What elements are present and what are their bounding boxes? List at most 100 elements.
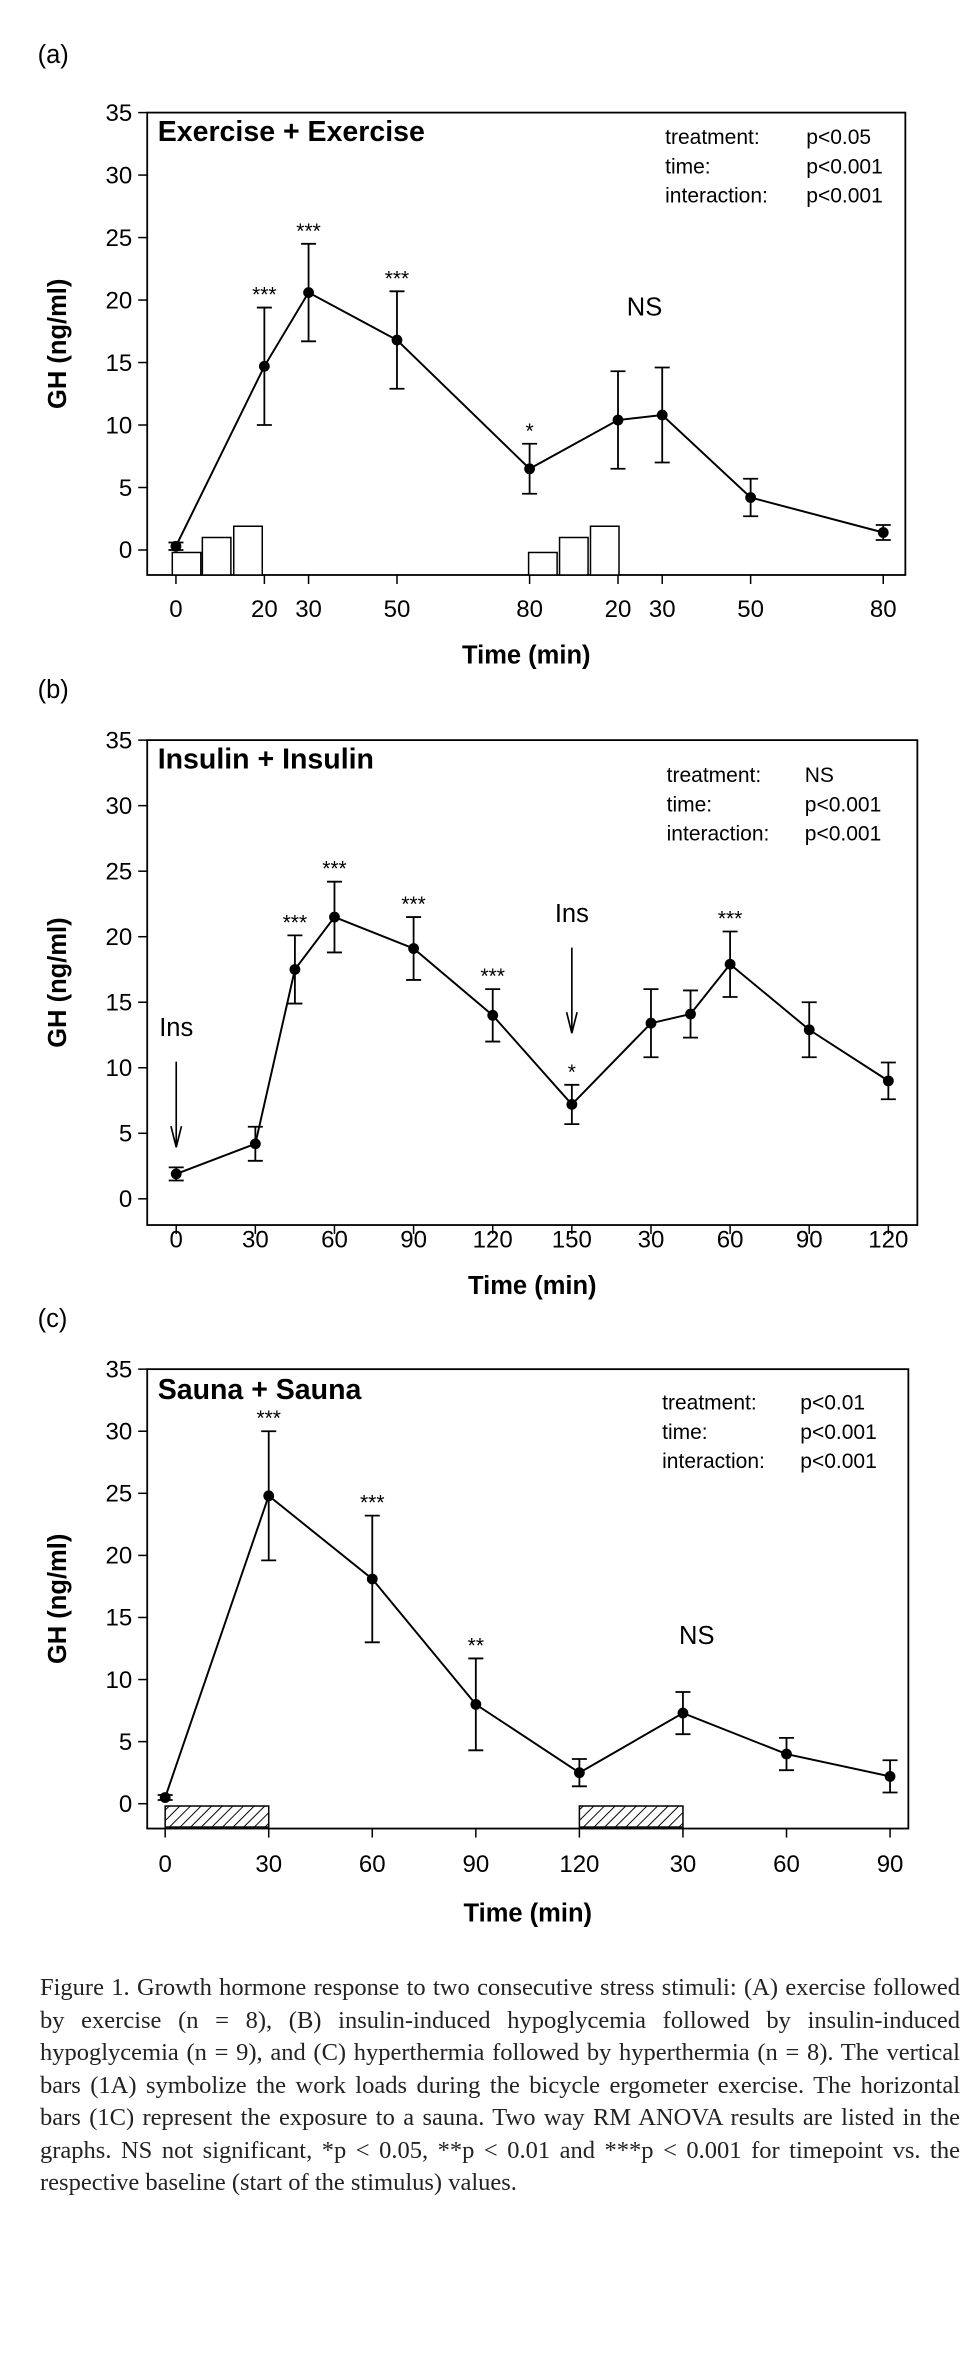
y-tick-label: 25 bbox=[105, 1481, 132, 1508]
plot-frame bbox=[146, 1368, 910, 1830]
y-tick-label: 30 bbox=[105, 162, 132, 189]
x-tick-label: 30 bbox=[242, 1227, 269, 1254]
annotation-arrow bbox=[565, 947, 578, 1034]
significance-label: *** bbox=[401, 893, 426, 916]
data-point bbox=[170, 540, 182, 552]
y-tick-label: 35 bbox=[105, 1356, 132, 1383]
x-axis-label: Time (min) bbox=[462, 642, 591, 670]
stat-label: treatment: bbox=[662, 1392, 757, 1415]
data-line bbox=[175, 915, 889, 1175]
y-axis-label: GH (ng/ml) bbox=[44, 1534, 72, 1664]
stat-value: p<0.05 bbox=[806, 126, 871, 149]
stat-label: time: bbox=[665, 155, 711, 178]
data-point bbox=[645, 1017, 657, 1029]
x-tick-label: 20 bbox=[605, 596, 632, 623]
y-tick-label: 25 bbox=[105, 225, 132, 252]
chart-title: Exercise + Exercise bbox=[158, 116, 425, 148]
x-tick-label: 90 bbox=[877, 1851, 904, 1878]
plot-frame bbox=[146, 111, 907, 576]
annotation: NS bbox=[627, 293, 662, 321]
y-tick-label: 25 bbox=[105, 858, 132, 885]
data-point bbox=[877, 527, 889, 538]
exposure-bar bbox=[164, 1805, 270, 1828]
x-tick-label: 90 bbox=[400, 1227, 427, 1254]
data-point bbox=[524, 463, 536, 475]
y-tick-label: 5 bbox=[119, 1729, 132, 1756]
data-point bbox=[258, 360, 270, 372]
y-tick-label: 0 bbox=[119, 1186, 132, 1213]
x-tick-label: 120 bbox=[473, 1227, 513, 1254]
significance-label: *** bbox=[296, 220, 321, 243]
exposure-bar bbox=[578, 1805, 684, 1828]
x-tick-label: 30 bbox=[638, 1227, 665, 1254]
x-tick-label: 60 bbox=[773, 1851, 800, 1878]
stat-value: p<0.001 bbox=[805, 823, 881, 846]
y-tick-label: 15 bbox=[105, 1605, 132, 1632]
stat-label: treatment: bbox=[665, 126, 760, 149]
annotation: Ins bbox=[159, 1014, 193, 1042]
y-tick-label: 15 bbox=[105, 350, 132, 377]
y-tick-label: 10 bbox=[105, 1055, 132, 1082]
data-point bbox=[289, 964, 301, 975]
y-axis-label: GH (ng/ml) bbox=[44, 279, 72, 409]
significance-label: *** bbox=[256, 1407, 281, 1430]
stat-label: interaction: bbox=[665, 185, 768, 208]
stat-value: p<0.001 bbox=[806, 185, 883, 208]
stat-value: NS bbox=[805, 764, 834, 787]
x-tick-label: 80 bbox=[516, 596, 543, 623]
x-tick-label: 30 bbox=[649, 596, 676, 623]
panel-label: (a) bbox=[38, 41, 69, 69]
x-axis-label: Time (min) bbox=[468, 1272, 597, 1300]
significance-label: *** bbox=[322, 858, 347, 881]
y-tick-label: 20 bbox=[105, 287, 132, 314]
stat-value: p<0.001 bbox=[800, 1450, 876, 1473]
y-tick-label: 0 bbox=[119, 1791, 132, 1818]
y-tick-label: 30 bbox=[105, 1418, 132, 1445]
data-line bbox=[164, 1494, 891, 1798]
workload-bar bbox=[171, 551, 202, 576]
annotation: Ins bbox=[555, 900, 589, 928]
workload-bar bbox=[201, 536, 232, 576]
significance-label: *** bbox=[718, 907, 743, 930]
y-axis-label: GH (ng/ml) bbox=[44, 917, 72, 1047]
x-tick-label: 50 bbox=[384, 596, 411, 623]
annotation: NS bbox=[679, 1622, 714, 1650]
stat-label: interaction: bbox=[667, 823, 770, 846]
panel-label: (b) bbox=[38, 676, 69, 704]
data-point bbox=[612, 414, 624, 426]
data-point bbox=[408, 943, 420, 954]
y-tick-label: 0 bbox=[119, 537, 132, 564]
y-tick-label: 30 bbox=[105, 793, 132, 820]
data-point bbox=[303, 287, 314, 298]
stat-label: interaction: bbox=[662, 1450, 765, 1473]
data-point bbox=[566, 1099, 578, 1110]
x-tick-label: 30 bbox=[255, 1851, 282, 1878]
data-point bbox=[884, 1770, 896, 1782]
x-tick-label: 0 bbox=[170, 1227, 183, 1254]
y-tick-label: 35 bbox=[105, 727, 132, 754]
annotation-arrow bbox=[170, 1061, 183, 1148]
x-tick-label: 60 bbox=[321, 1227, 348, 1254]
significance-label: *** bbox=[252, 284, 277, 307]
data-point bbox=[656, 409, 668, 421]
data-point bbox=[366, 1573, 378, 1585]
y-tick-label: 15 bbox=[105, 989, 132, 1016]
workload-bar bbox=[558, 536, 589, 576]
x-tick-label: 60 bbox=[359, 1851, 386, 1878]
y-tick-label: 20 bbox=[105, 1543, 132, 1570]
x-tick-label: 120 bbox=[559, 1851, 599, 1878]
x-tick-label: 150 bbox=[552, 1227, 592, 1254]
x-tick-label: 0 bbox=[169, 596, 182, 623]
x-tick-label: 20 bbox=[251, 596, 278, 623]
data-point bbox=[882, 1075, 894, 1087]
significance-label: *** bbox=[360, 1492, 385, 1515]
significance-label: *** bbox=[283, 911, 308, 934]
stat-label: treatment: bbox=[667, 764, 762, 787]
x-axis-label: Time (min) bbox=[464, 1900, 593, 1928]
data-point bbox=[781, 1748, 792, 1760]
y-tick-label: 5 bbox=[119, 475, 132, 502]
data-point bbox=[249, 1138, 261, 1150]
x-tick-label: 120 bbox=[868, 1227, 908, 1254]
y-tick-label: 20 bbox=[105, 924, 132, 951]
chart-title: Sauna + Sauna bbox=[158, 1374, 363, 1406]
